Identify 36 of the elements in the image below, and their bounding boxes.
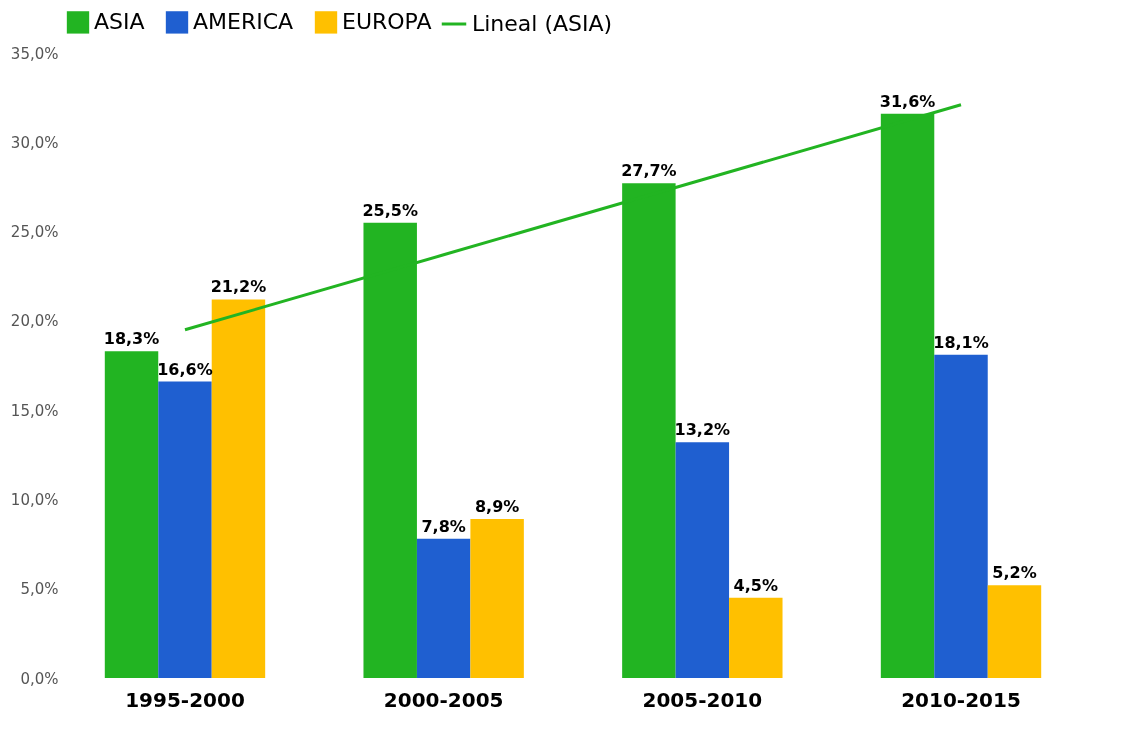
data-label: 25,5% — [362, 200, 418, 220]
bar — [934, 354, 988, 678]
y-tick-label: 10,0% — [10, 490, 59, 509]
y-tick-label: 5,0% — [20, 580, 59, 599]
data-label: 31,6% — [879, 91, 936, 111]
y-tick-label: 35,0% — [10, 44, 59, 63]
y-tick-label: 25,0% — [10, 223, 59, 242]
bar — [729, 597, 783, 678]
x-tick-label: 1995-2000 — [125, 687, 245, 712]
data-label: 8,9% — [474, 497, 520, 517]
y-tick-label: 30,0% — [10, 133, 59, 152]
bar — [104, 351, 159, 678]
data-label: 18,3% — [103, 329, 160, 349]
data-label: 27,7% — [621, 161, 677, 181]
x-tick-label: 2000-2005 — [383, 687, 504, 712]
x-tick-label: 2010-2015 — [901, 687, 1021, 712]
data-label: 18,1% — [933, 332, 989, 352]
x-tick-label: 2005-2010 — [642, 687, 763, 712]
legend-label: Lineal (ASIA) — [472, 11, 613, 36]
bar — [211, 299, 266, 678]
bar — [416, 538, 471, 678]
bar — [158, 381, 212, 678]
bar — [675, 442, 730, 678]
legend-label: ASIA — [94, 9, 145, 35]
data-label: 21,2% — [210, 277, 267, 297]
legend-label: EUROPA — [342, 9, 432, 35]
data-label: 4,5% — [733, 575, 778, 595]
y-tick-label: 20,0% — [10, 312, 59, 331]
data-label: 5,2% — [992, 563, 1037, 583]
y-tick-label: 15,0% — [10, 401, 59, 420]
data-label: 7,8% — [421, 516, 466, 536]
y-tick-label: 0,0% — [20, 669, 59, 688]
legend-label: AMERICA — [193, 9, 294, 35]
data-label: 13,2% — [674, 420, 731, 440]
bar — [470, 519, 524, 678]
bar — [987, 585, 1042, 678]
